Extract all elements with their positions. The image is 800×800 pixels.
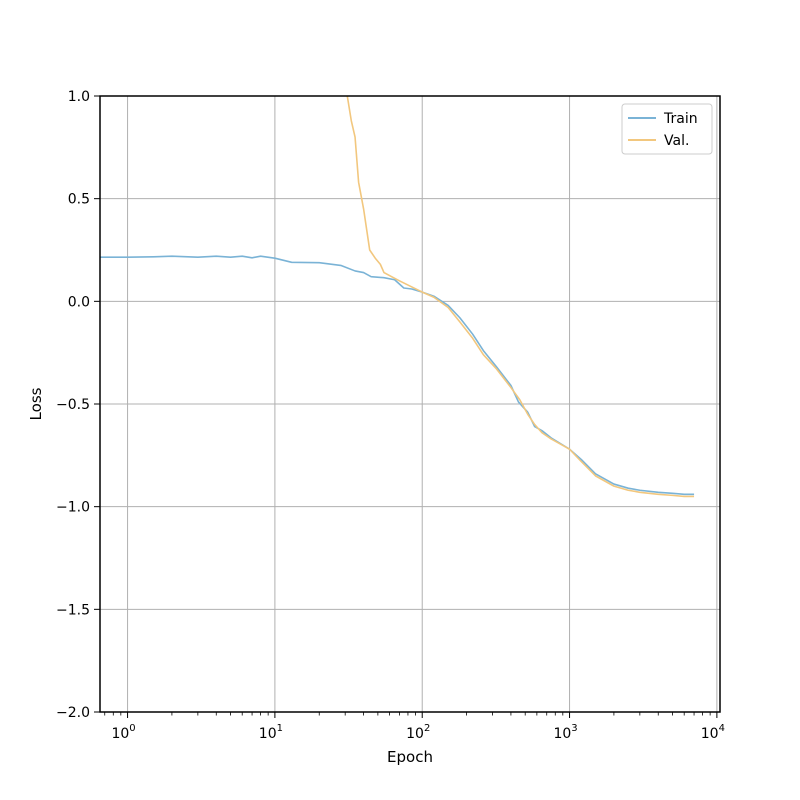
x-tick-label: 101 (259, 723, 283, 742)
y-tick-label: −1.5 (56, 602, 90, 618)
legend-box (621, 103, 713, 155)
x-axis-label: Epoch (387, 748, 433, 766)
legend-label-val: Val. (664, 133, 689, 149)
x-tick-base: 10 (111, 726, 129, 742)
y-tick-label: 0.5 (68, 192, 90, 208)
series-lines (100, 95, 695, 498)
grid-lines (100, 95, 720, 713)
series-line-val (346, 95, 695, 498)
x-tick-label: 100 (111, 723, 135, 742)
x-tick-base: 10 (553, 726, 571, 742)
x-tick-exponent: 3 (571, 723, 577, 734)
y-axis-label: Loss (27, 387, 45, 420)
x-tick-exponent: 4 (719, 723, 725, 734)
y-tick-label: 1.0 (68, 89, 90, 105)
x-tick-base: 10 (701, 726, 719, 742)
x-tick-exponent: 2 (424, 723, 430, 734)
y-tick-label: −2.0 (56, 705, 90, 721)
y-tick-label: 0.0 (68, 294, 90, 310)
x-tick-exponent: 0 (129, 723, 135, 734)
y-tick-label: −0.5 (56, 397, 90, 413)
x-tick-label: 102 (406, 723, 430, 742)
y-tick-label: −1.0 (56, 500, 90, 516)
x-tick-label: 104 (701, 723, 725, 742)
x-tick-base: 10 (406, 726, 424, 742)
x-tick-base: 10 (259, 726, 277, 742)
legend: Train Val. (621, 103, 713, 155)
x-tick-exponent: 1 (277, 723, 283, 734)
x-minor-ticks (104, 712, 711, 716)
x-tick-label: 103 (553, 723, 577, 742)
legend-label-train: Train (663, 111, 698, 127)
